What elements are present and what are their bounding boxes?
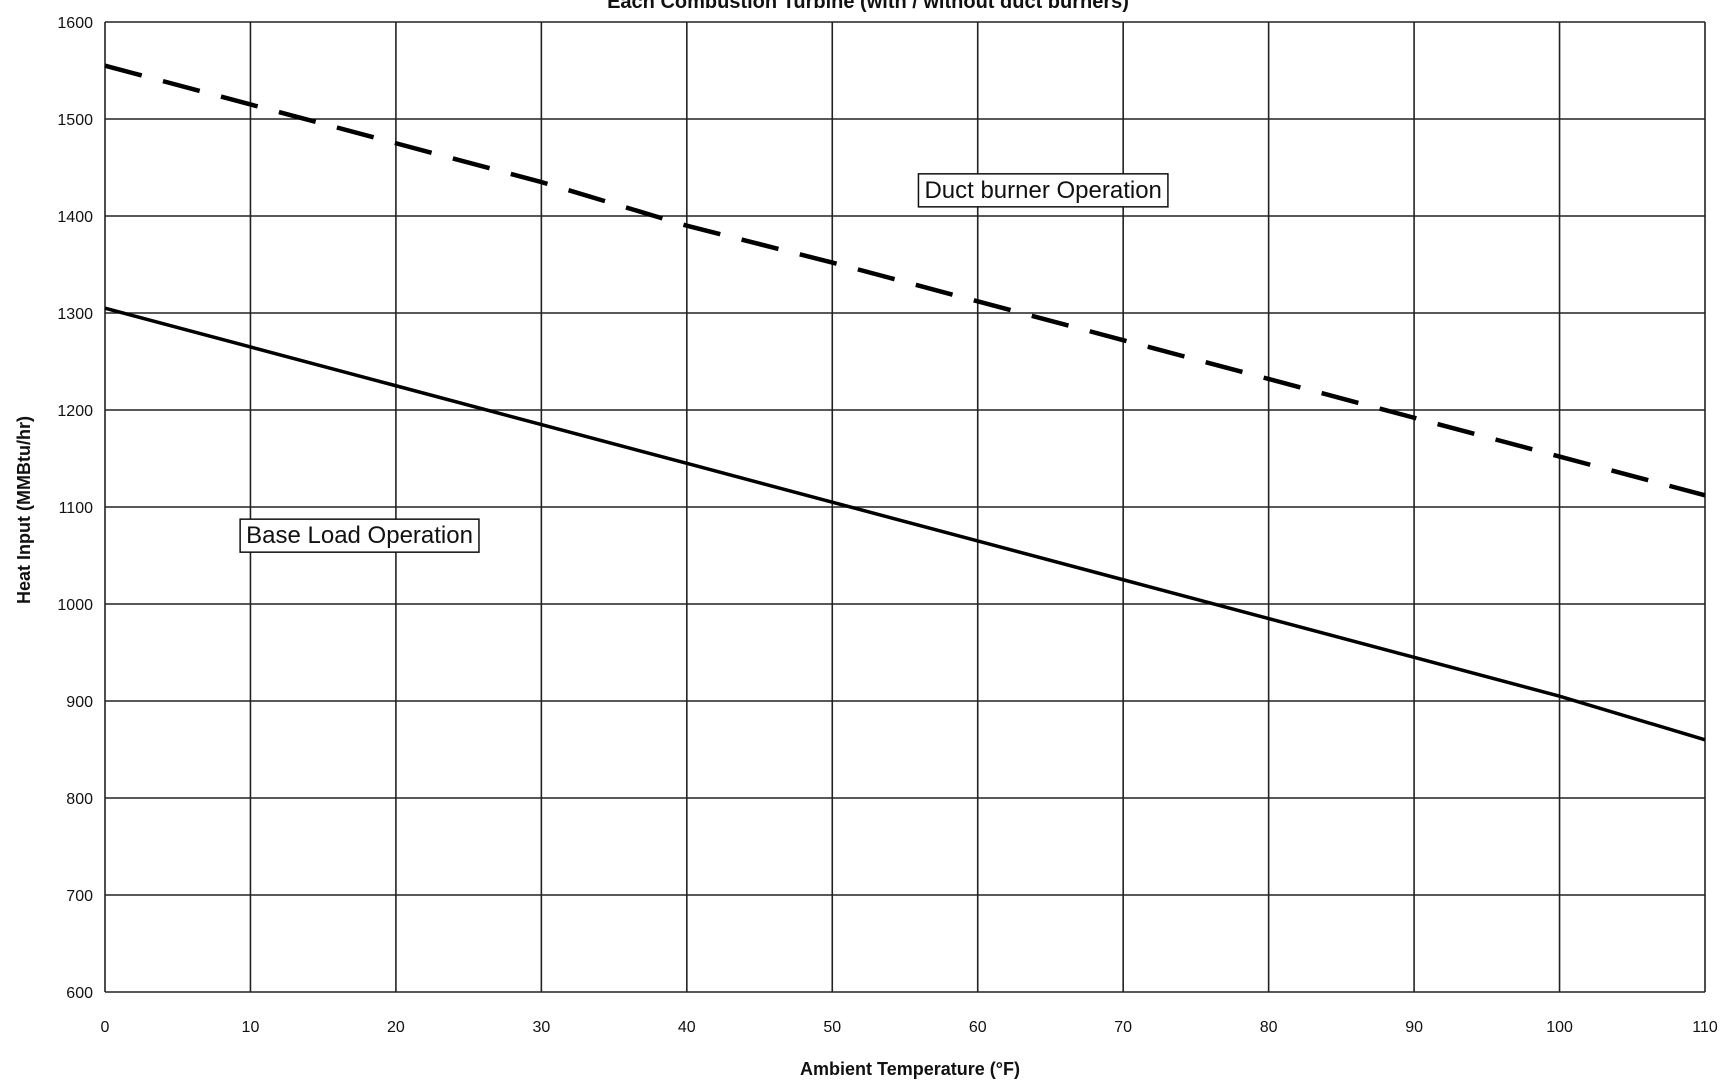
tick-layer: 0 10 20 30 40 50 60 70 80 90 100 110 600 700 800 900 100… xyxy=(57,15,1717,1036)
x-tick-label: 30 xyxy=(532,1019,550,1036)
y-tick-label: 700 xyxy=(66,888,93,905)
x-axis-title: Ambient Temperature (°F) xyxy=(800,1059,1020,1079)
x-tick-label: 90 xyxy=(1405,1019,1423,1036)
base-load-line xyxy=(104,306,1706,742)
x-tick-label: 40 xyxy=(678,1019,696,1036)
grid-layer xyxy=(104,21,1706,993)
y-tick-label: 900 xyxy=(66,694,93,711)
chart-title: Each Combustion Turbine (with / without … xyxy=(607,0,1129,13)
y-tick-label: 1500 xyxy=(57,112,93,129)
y-tick-label: 600 xyxy=(66,985,93,1002)
x-tick-label: 80 xyxy=(1260,1019,1278,1036)
y-tick-label: 1400 xyxy=(57,209,93,226)
series-layer xyxy=(104,63,1706,742)
y-tick-label: 1600 xyxy=(57,15,93,32)
y-tick-label: 1200 xyxy=(57,403,93,420)
x-tick-label: 60 xyxy=(969,1019,987,1036)
x-tick-label: 50 xyxy=(823,1019,841,1036)
x-tick-label: 10 xyxy=(242,1019,260,1036)
annotation-text: Duct burner Operation xyxy=(924,177,1161,204)
y-tick-label: 1100 xyxy=(59,500,94,517)
y-tick-label: 1300 xyxy=(57,306,93,323)
x-tick-label: 100 xyxy=(1546,1019,1573,1036)
annotation-text: Base Load Operation xyxy=(246,522,473,549)
x-tick-label: 0 xyxy=(101,1019,110,1036)
annotation-1: Duct burner Operation xyxy=(917,173,1169,208)
x-tick-label: 20 xyxy=(387,1019,405,1036)
annotation-2: Base Load Operation xyxy=(239,518,480,553)
x-tick-label: 110 xyxy=(1692,1019,1718,1036)
y-axis-title: Heat Input (MMBtu/hr) xyxy=(14,416,34,604)
annotation-box xyxy=(917,173,1169,208)
annotation-layer: Duct burner Operation Base Load Operation xyxy=(239,173,1169,553)
y-tick-label: 800 xyxy=(66,791,93,808)
y-tick-label: 1000 xyxy=(57,597,93,614)
annotation-box xyxy=(239,518,480,553)
x-tick-label: 70 xyxy=(1114,1019,1132,1036)
duct-burner-line xyxy=(104,63,1706,498)
